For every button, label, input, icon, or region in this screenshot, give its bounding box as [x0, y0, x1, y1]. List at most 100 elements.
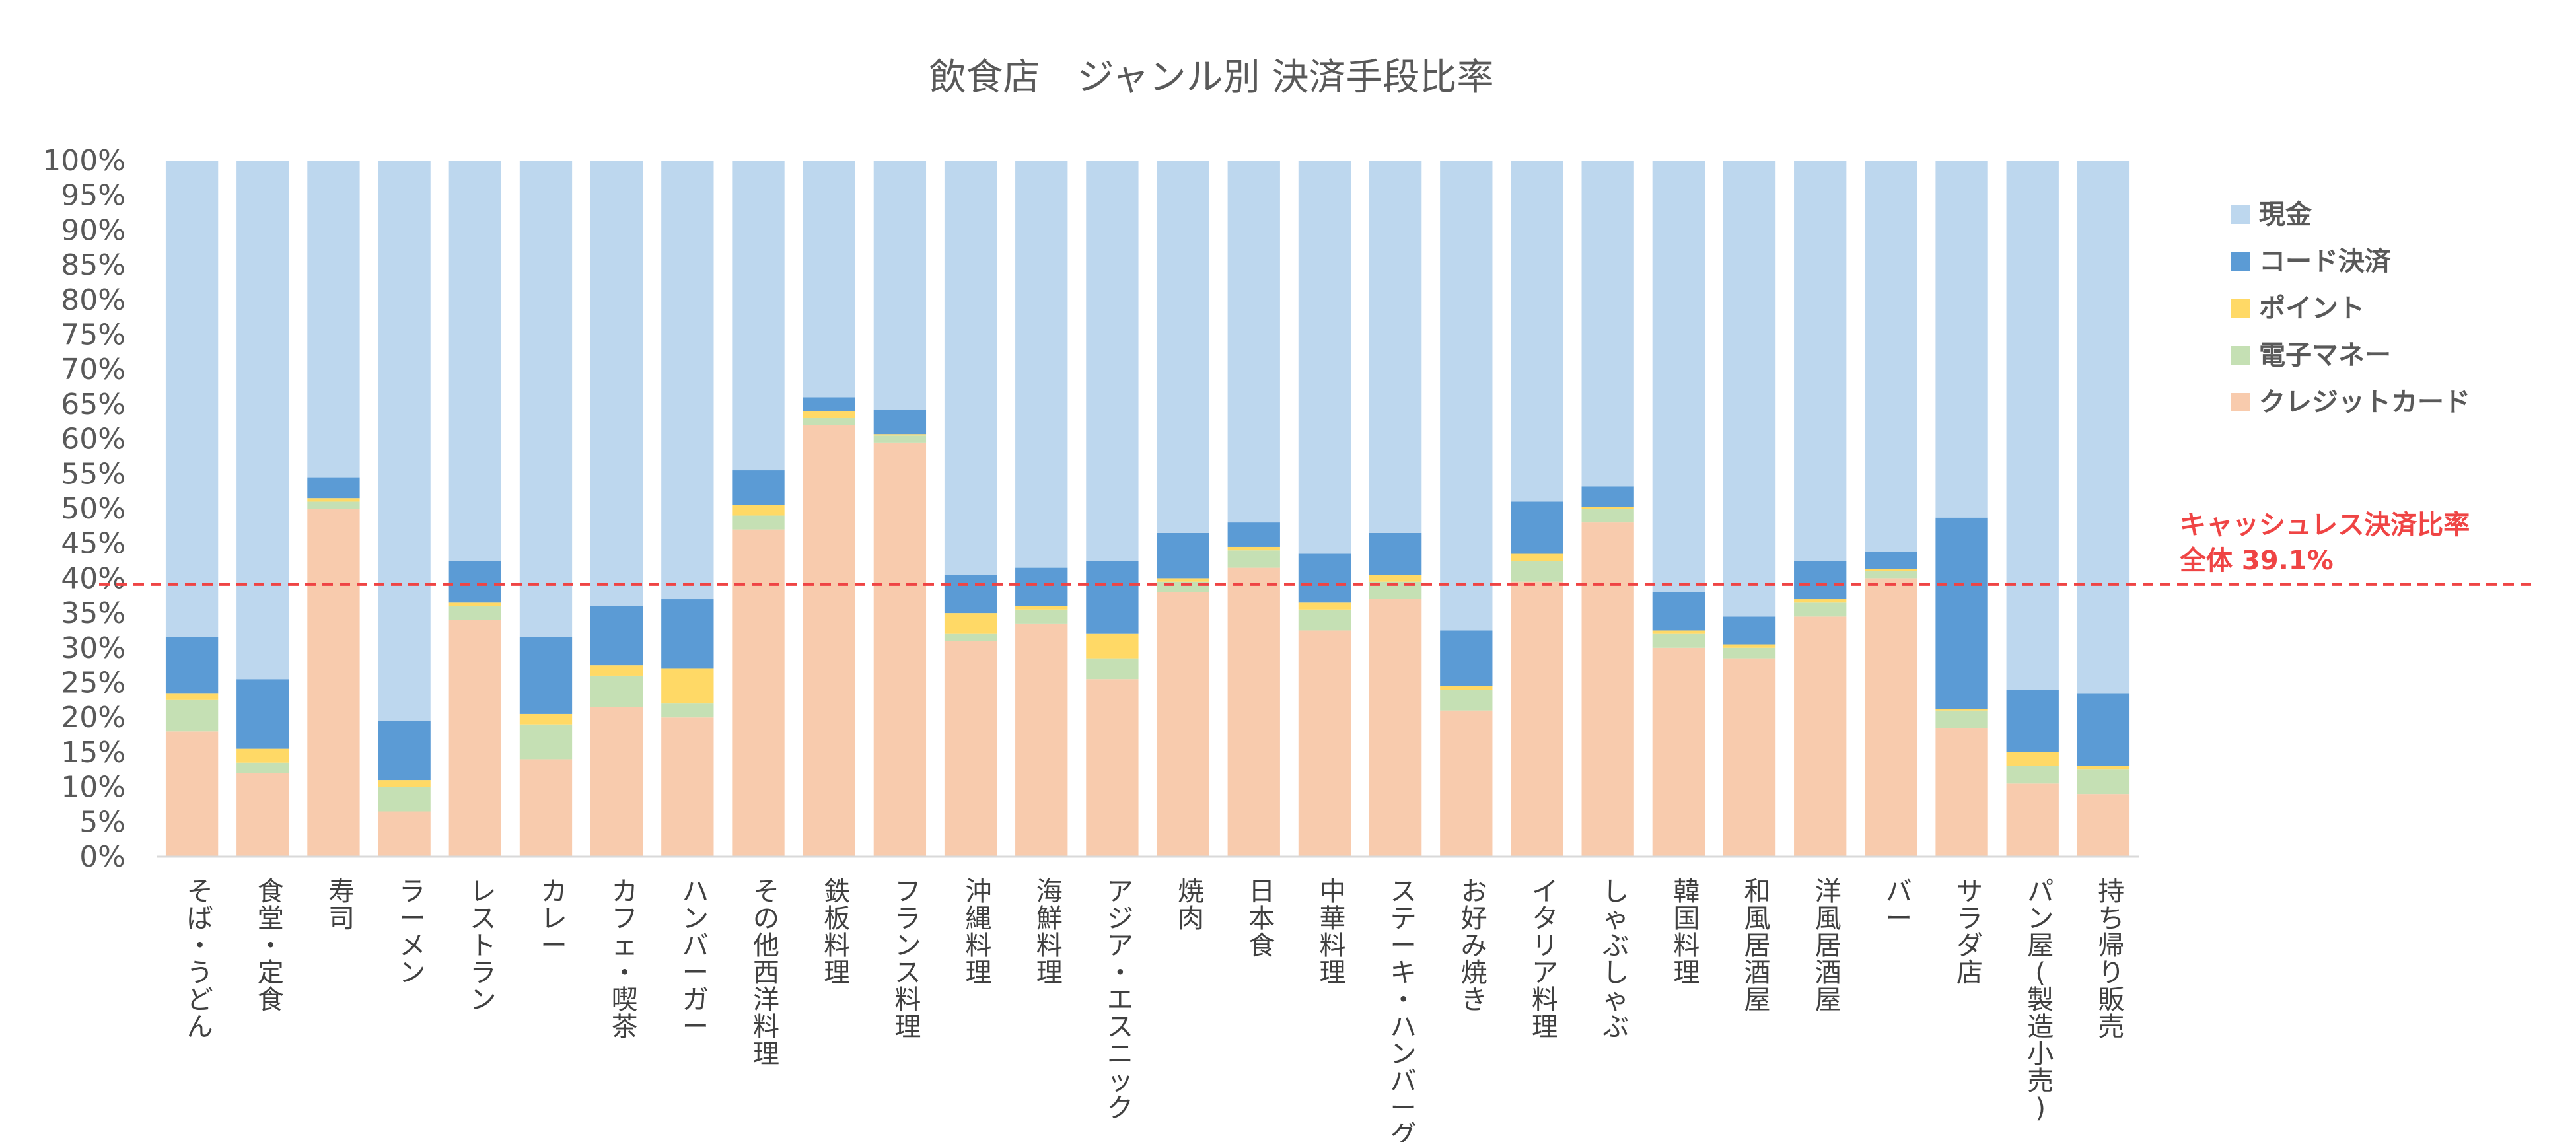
- bar-segment: [448, 602, 501, 606]
- reference-label-line1: キャッシュレス決済比率: [2180, 510, 2470, 540]
- bar-segment: [873, 410, 927, 435]
- bar-segment: [1511, 501, 1563, 554]
- x-tick-label: 焼肉: [1178, 876, 1204, 934]
- bar-segment: [1015, 567, 1068, 606]
- legend-label: クレジットカード: [2259, 387, 2470, 417]
- bar-segment: [1298, 630, 1351, 857]
- bar-segment: [1086, 658, 1139, 680]
- y-tick-label: 0%: [79, 840, 125, 874]
- bar-segment: [1794, 616, 1847, 857]
- legend-swatch: [2231, 299, 2250, 318]
- bar-segment: [2006, 766, 2059, 784]
- bar-segment: [165, 693, 219, 700]
- bar-segment: [1723, 658, 1776, 857]
- bar-segment: [307, 509, 360, 857]
- bar-segment: [1652, 630, 1705, 634]
- bar-segment: [1157, 532, 1209, 579]
- bar-segment: [165, 161, 219, 637]
- bar-segment: [1794, 602, 1847, 617]
- bar-segment: [944, 161, 997, 575]
- x-tick-label: カレー: [540, 876, 567, 961]
- x-tick-label: パン屋(製造小売): [2027, 876, 2054, 1124]
- bar-segment: [1298, 609, 1351, 631]
- bar-segment: [732, 529, 785, 857]
- bar-segment: [2006, 752, 2059, 766]
- x-tick-label: お好み焼き: [1461, 876, 1487, 1015]
- bar-segment: [448, 620, 501, 857]
- bar-segment: [448, 161, 501, 561]
- bar-segment: [1086, 679, 1139, 857]
- bar-segment: [448, 561, 501, 603]
- bar-segment: [1369, 575, 1422, 582]
- bar-segment: [307, 501, 360, 509]
- x-tick-label: 和風居酒屋: [1744, 876, 1771, 1015]
- bar-segment: [448, 606, 501, 620]
- y-tick-label: 15%: [61, 736, 125, 769]
- x-tick-label: 日本食: [1248, 876, 1275, 961]
- x-tick-label: サラダ店: [1956, 876, 1983, 988]
- bar-segment: [661, 668, 714, 704]
- bar-segment: [1865, 571, 1917, 579]
- bar-segment: [1157, 578, 1209, 582]
- x-tick-label: 韓国料理: [1673, 876, 1699, 988]
- y-tick-label: 5%: [79, 805, 125, 839]
- bar-segment: [1652, 633, 1705, 648]
- legend-label: 現金: [2259, 199, 2312, 230]
- bar-segment: [1015, 606, 1068, 610]
- y-tick-label: 45%: [61, 527, 125, 561]
- bar-segment: [165, 637, 219, 694]
- x-tick-label: カフェ・喫茶: [612, 876, 638, 1042]
- bar-segment: [1227, 161, 1280, 523]
- bar-segment: [1581, 509, 1634, 523]
- bar-segment: [519, 161, 573, 637]
- bar-segment: [803, 397, 855, 411]
- y-tick-label: 30%: [61, 631, 125, 665]
- bar-segment: [1086, 161, 1139, 561]
- bar-segment: [1794, 561, 1847, 600]
- legend-label: 電子マネー: [2259, 340, 2391, 371]
- bar-segment: [1652, 161, 1705, 592]
- bar-segment: [1440, 710, 1493, 857]
- bar-segment: [1157, 592, 1209, 857]
- legend-label: コード決済: [2259, 246, 2392, 277]
- y-tick-label: 55%: [61, 457, 125, 491]
- x-tick-label: イタリア料理: [1532, 876, 1558, 1042]
- bar-segment: [732, 161, 785, 471]
- bar-segment: [378, 161, 431, 721]
- bar-segment: [1935, 161, 1988, 518]
- bar-segment: [1298, 553, 1351, 603]
- y-tick-label: 40%: [61, 561, 125, 595]
- y-tick-label: 100%: [42, 144, 125, 178]
- bar-segment: [236, 748, 289, 763]
- bar-segment: [1511, 553, 1563, 561]
- bar-segment: [661, 599, 714, 669]
- bar-segment: [2006, 783, 2059, 857]
- bar-segment: [1723, 644, 1776, 648]
- bar-segment: [590, 606, 643, 666]
- bar-segment: [2077, 161, 2130, 694]
- bar-segment: [1723, 647, 1776, 659]
- bar-segment: [1227, 567, 1280, 857]
- bar-segment: [165, 731, 219, 857]
- bar-segment: [803, 417, 855, 425]
- bar-segment: [1865, 161, 1917, 552]
- bar-segment: [1865, 578, 1917, 857]
- x-tick-label: 中華料理: [1319, 876, 1345, 988]
- bar-segment: [236, 161, 289, 680]
- bar-segment: [944, 575, 997, 614]
- bar-segment: [1369, 161, 1422, 533]
- y-tick-label: 85%: [61, 248, 125, 282]
- bar-segment: [732, 505, 785, 516]
- bar-segment: [2077, 693, 2130, 766]
- bar-segment: [519, 637, 573, 714]
- bar-segment: [2006, 690, 2059, 752]
- bar-segment: [1227, 550, 1280, 568]
- y-tick-label: 80%: [61, 283, 125, 317]
- legend-swatch: [2231, 393, 2250, 411]
- bar-segment: [1581, 522, 1634, 857]
- bar-segment: [1157, 161, 1209, 533]
- bar-segment: [1015, 609, 1068, 624]
- bar-segment: [1581, 486, 1634, 507]
- bar-segment: [2077, 794, 2130, 857]
- bar-segment: [661, 161, 714, 600]
